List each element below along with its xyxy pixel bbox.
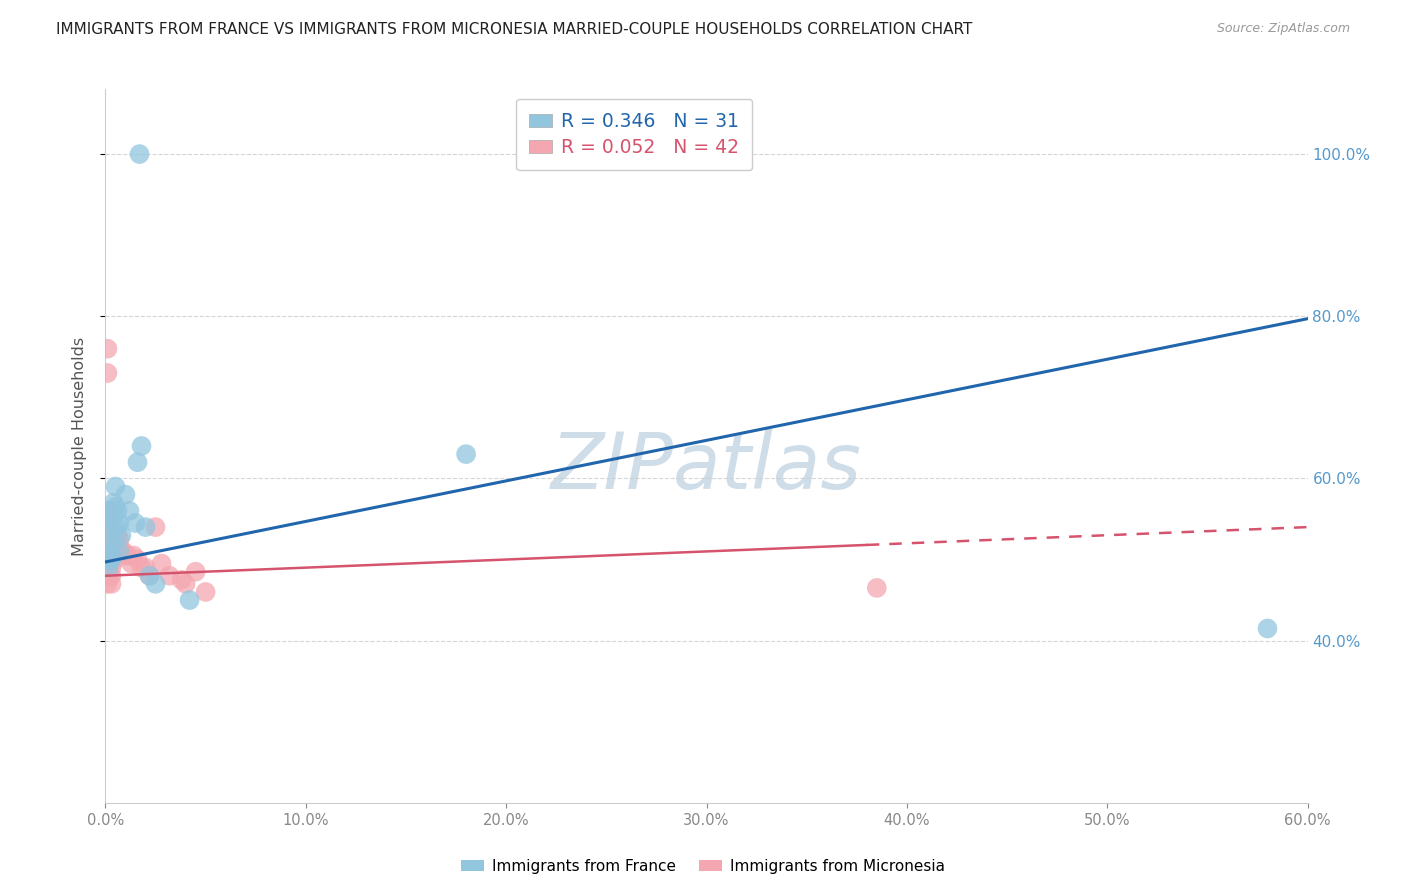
Point <box>121 557 143 571</box>
Point <box>170 573 193 587</box>
Point <box>114 488 136 502</box>
Point <box>96 577 118 591</box>
Point <box>150 557 173 571</box>
Text: Source: ZipAtlas.com: Source: ZipAtlas.com <box>1216 22 1350 36</box>
Point <box>107 536 129 550</box>
Point <box>100 552 122 566</box>
Point <box>454 447 477 461</box>
Point <box>100 528 122 542</box>
Point <box>174 577 197 591</box>
Point <box>103 536 125 550</box>
Point <box>184 565 207 579</box>
Point <box>97 560 120 574</box>
Point <box>107 520 129 534</box>
Point <box>98 552 121 566</box>
Point <box>104 479 127 493</box>
Y-axis label: Married-couple Households: Married-couple Households <box>72 336 87 556</box>
Point <box>98 552 121 566</box>
Point <box>98 520 121 534</box>
Point <box>103 496 125 510</box>
Point <box>128 147 150 161</box>
Point <box>100 568 122 582</box>
Point <box>97 552 120 566</box>
Point <box>179 593 201 607</box>
Point <box>104 552 127 566</box>
Point <box>1257 622 1279 636</box>
Point <box>194 585 217 599</box>
Point <box>104 544 127 558</box>
Point <box>100 552 122 566</box>
Point <box>108 541 131 555</box>
Point <box>97 504 120 518</box>
Point <box>96 560 118 574</box>
Point <box>96 366 118 380</box>
Point <box>108 544 131 558</box>
Point <box>110 528 132 542</box>
Point <box>112 544 135 558</box>
Point <box>103 508 125 522</box>
Point <box>100 512 122 526</box>
Point <box>145 577 167 591</box>
Point <box>145 520 167 534</box>
Point <box>97 520 120 534</box>
Point <box>135 520 157 534</box>
Point <box>108 533 131 547</box>
Point <box>127 455 149 469</box>
Point <box>100 577 122 591</box>
Point <box>98 568 121 582</box>
Point <box>96 342 118 356</box>
Point <box>124 516 146 530</box>
Point <box>138 568 160 582</box>
Point <box>103 536 125 550</box>
Point <box>138 568 160 582</box>
Point <box>127 552 149 566</box>
Text: IMMIGRANTS FROM FRANCE VS IMMIGRANTS FROM MICRONESIA MARRIED-COUPLE HOUSEHOLDS C: IMMIGRANTS FROM FRANCE VS IMMIGRANTS FRO… <box>56 22 973 37</box>
Point <box>135 560 157 574</box>
Point <box>107 504 129 518</box>
Point <box>100 549 122 563</box>
Point <box>107 528 129 542</box>
Legend: R = 0.346   N = 31, R = 0.052   N = 42: R = 0.346 N = 31, R = 0.052 N = 42 <box>516 99 752 170</box>
Point <box>122 549 145 563</box>
Point <box>100 560 122 574</box>
Point <box>131 439 153 453</box>
Point <box>100 504 122 518</box>
Point <box>98 544 121 558</box>
Point <box>108 516 131 530</box>
Point <box>117 549 139 563</box>
Point <box>98 544 121 558</box>
Point <box>131 560 153 574</box>
Point <box>159 568 181 582</box>
Point <box>114 549 136 563</box>
Point <box>110 544 132 558</box>
Point <box>866 581 889 595</box>
Point <box>100 552 122 566</box>
Point <box>103 544 125 558</box>
Text: ZIPatlas: ZIPatlas <box>551 429 862 506</box>
Point <box>104 500 127 514</box>
Point <box>118 504 141 518</box>
Legend: Immigrants from France, Immigrants from Micronesia: Immigrants from France, Immigrants from … <box>456 853 950 880</box>
